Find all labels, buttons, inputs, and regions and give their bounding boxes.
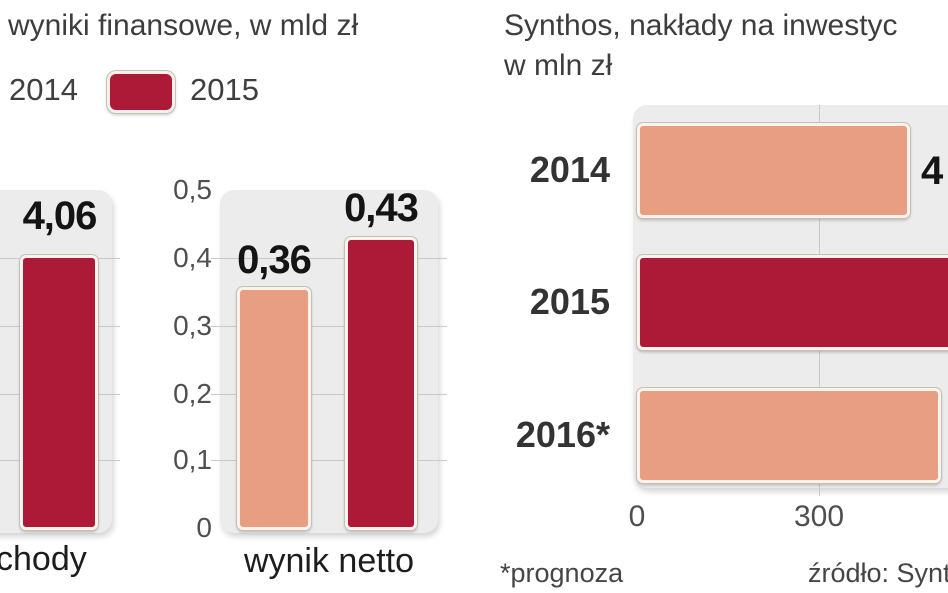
- bar-capex-2016: [637, 388, 941, 483]
- row-label-2016: 2016*: [515, 414, 610, 455]
- category-label-przychody: chody: [0, 540, 87, 578]
- right-chart-title-line2: w mln zł: [504, 49, 613, 82]
- value-label-przychody-2015: 4,06: [22, 194, 98, 238]
- przychody-panel: [0, 190, 120, 533]
- source-note: źródło: Synt: [808, 558, 948, 588]
- gridline: [211, 394, 447, 395]
- right-chart-title-line1: Synthos, nakłady na inwestyc: [504, 9, 898, 42]
- gridline: [211, 326, 447, 327]
- left-chart-title: wyniki finansowe, w mld zł: [8, 9, 359, 42]
- legend-label-2014: 2014: [9, 72, 78, 107]
- gridline: [211, 460, 447, 461]
- x-tick-0: 0: [628, 500, 646, 533]
- bar-capex-2015: [637, 255, 948, 350]
- y-tick-0-3: 0,3: [173, 310, 212, 341]
- y-tick-0-2: 0,2: [173, 378, 212, 409]
- legend-label-2015: 2015: [190, 72, 259, 107]
- y-tick-0-4: 0,4: [173, 242, 212, 273]
- footnote-prognoza: *prognoza: [500, 558, 624, 588]
- bar-przychody-2015: [20, 255, 98, 530]
- row-label-2014: 2014: [529, 149, 610, 190]
- wynik-netto-panel: [211, 190, 447, 533]
- bar-capex-2014: [637, 123, 910, 218]
- value-label-capex-2014-partial: 4: [921, 149, 943, 193]
- bar-wynik-netto-2014: [237, 287, 311, 530]
- y-tick-0-1: 0,1: [173, 444, 212, 475]
- category-label-wynik-netto: wynik netto: [243, 542, 415, 580]
- gridline: [211, 258, 447, 259]
- bar-wynik-netto-2015: [345, 237, 417, 530]
- value-label-wynik-netto-2015: 0,43: [344, 186, 419, 230]
- legend-swatch-2015: [107, 71, 175, 113]
- y-tick-0: 0: [196, 512, 212, 543]
- value-label-wynik-netto-2014: 0,36: [237, 238, 312, 282]
- right-chart-title: Synthos, nakłady na inwestyc w mln zł: [504, 6, 898, 86]
- capex-panel: [633, 105, 948, 496]
- y-tick-0-5: 0,5: [173, 174, 212, 205]
- row-label-2015: 2015: [529, 281, 610, 322]
- x-tick-300: 300: [793, 500, 845, 533]
